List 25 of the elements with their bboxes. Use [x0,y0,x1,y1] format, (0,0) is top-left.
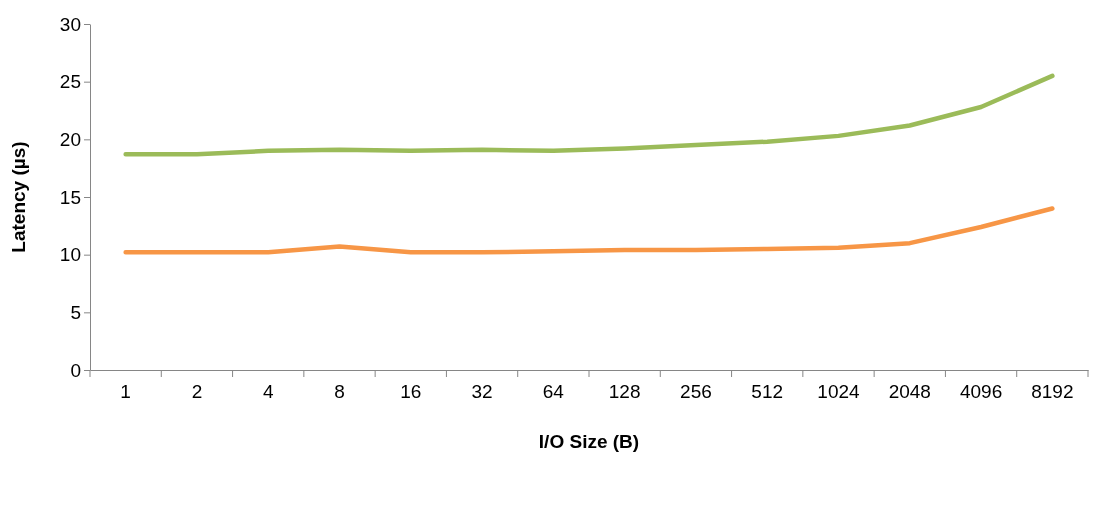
line-series [123,206,1055,255]
x-axis-title: I/O Size (B) [538,431,640,452]
y-tick-label: 5 [70,301,81,323]
x-tick-label: 8 [334,380,345,402]
y-tick-label: 30 [59,13,81,35]
x-tick-label: 2 [191,380,203,402]
x-tick-label: 1 [120,380,131,402]
y-tick-label: 25 [59,71,81,93]
y-tick-label: 20 [59,128,81,150]
line-series [123,73,1055,157]
y-tick-label: 10 [59,244,81,266]
x-tick-label: 8192 [1031,380,1074,402]
x-tick-label: 16 [400,380,422,402]
x-tick-label: 2048 [888,380,931,402]
x-tick-label: 256 [680,380,712,402]
y-tick-label: 0 [70,359,81,381]
x-tick-label: 128 [608,380,641,402]
x-tick-label: 512 [751,380,784,402]
x-tick-label: 1024 [817,380,861,402]
x-tick-label: 64 [542,380,565,402]
y-tick-label: 15 [59,186,81,208]
x-tick-label: 4096 [959,380,1003,402]
x-tick-label: 32 [471,380,493,402]
y-axis-title: Latency (µs) [8,141,29,253]
x-tick-label: 4 [262,380,274,402]
